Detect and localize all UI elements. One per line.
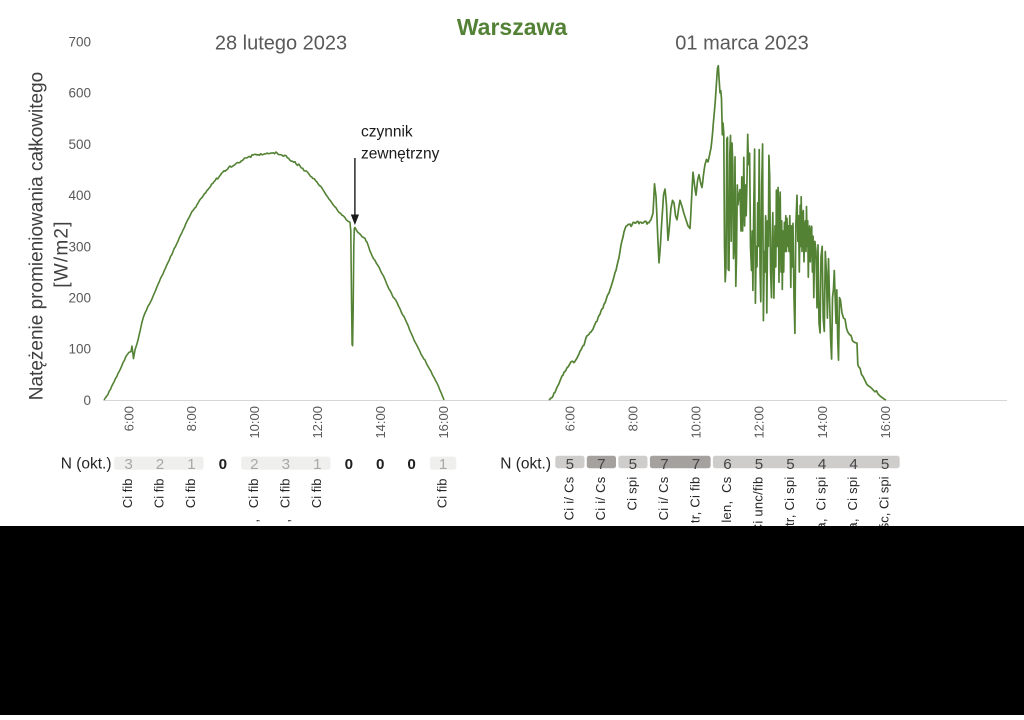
svg-text:12:00: 12:00 <box>310 406 325 439</box>
svg-text:16:00: 16:00 <box>436 406 451 439</box>
svg-text:Ci spi: Ci spi <box>625 477 640 511</box>
svg-text:Ci fib: Ci fib <box>120 479 135 509</box>
svg-text:2: 2 <box>156 456 164 473</box>
svg-text:Ci i/ Cs: Ci i/ Cs <box>656 476 671 520</box>
svg-text:1: 1 <box>187 456 195 473</box>
svg-text:14:00: 14:00 <box>373 406 388 439</box>
svg-text:5: 5 <box>881 456 889 473</box>
svg-text:8:00: 8:00 <box>184 406 199 431</box>
svg-text:12:00: 12:00 <box>752 406 767 439</box>
svg-text:7: 7 <box>692 456 700 473</box>
svg-text:10:00: 10:00 <box>689 406 704 439</box>
svg-text:czynnik: czynnik <box>361 124 413 141</box>
svg-text:Ci i/ Cs: Ci i/ Cs <box>593 476 608 520</box>
svg-text:6:00: 6:00 <box>563 406 578 431</box>
svg-text:0: 0 <box>407 456 415 473</box>
svg-text:6:00: 6:00 <box>121 406 136 431</box>
svg-text:5: 5 <box>629 456 637 473</box>
svg-text:3: 3 <box>282 456 290 473</box>
svg-text:5: 5 <box>786 456 794 473</box>
svg-text:500: 500 <box>68 137 91 152</box>
svg-text:N (okt.): N (okt.) <box>61 456 112 473</box>
svg-text:16:00: 16:00 <box>878 406 893 439</box>
svg-text:01 marca 2023: 01 marca 2023 <box>675 33 808 55</box>
svg-text:Ci fib: Ci fib <box>435 479 450 509</box>
svg-text:4: 4 <box>818 456 826 473</box>
svg-text:3: 3 <box>124 456 132 473</box>
svg-text:700: 700 <box>68 35 91 50</box>
svg-text:Natężenie promieniowania całko: Natężenie promieniowania całkowitego <box>27 72 48 400</box>
svg-text:Ci i/ Cs: Ci i/ Cs <box>562 476 577 520</box>
svg-text:400: 400 <box>68 188 91 203</box>
svg-text:N (okt.): N (okt.) <box>500 456 551 473</box>
svg-text:1: 1 <box>313 456 321 473</box>
svg-text:300: 300 <box>68 239 91 254</box>
svg-text:Warszawa: Warszawa <box>457 14 568 40</box>
svg-text:2: 2 <box>250 456 258 473</box>
svg-text:0: 0 <box>376 456 384 473</box>
svg-text:0: 0 <box>345 456 353 473</box>
svg-text:Ci fib: Ci fib <box>183 479 198 509</box>
svg-text:7: 7 <box>597 456 605 473</box>
svg-text:100: 100 <box>68 342 91 357</box>
svg-text:28 lutego 2023: 28 lutego 2023 <box>215 33 347 55</box>
svg-text:[W/m2]: [W/m2] <box>52 220 73 287</box>
svg-text:zewnętrzny: zewnętrzny <box>361 146 440 163</box>
svg-text:7: 7 <box>660 456 668 473</box>
svg-text:5: 5 <box>755 456 763 473</box>
svg-text:8:00: 8:00 <box>626 406 641 431</box>
svg-text:6: 6 <box>723 456 731 473</box>
svg-text:14:00: 14:00 <box>815 406 830 439</box>
svg-text:200: 200 <box>68 291 91 306</box>
svg-text:0: 0 <box>219 456 227 473</box>
svg-text:4: 4 <box>849 456 857 473</box>
svg-text:Ci fib: Ci fib <box>309 479 324 509</box>
svg-text:600: 600 <box>68 86 91 101</box>
svg-text:0: 0 <box>83 393 91 408</box>
svg-text:Ci fib: Ci fib <box>152 479 167 509</box>
svg-text:1: 1 <box>439 456 447 473</box>
svg-text:5: 5 <box>566 456 574 473</box>
svg-text:10:00: 10:00 <box>247 406 262 439</box>
